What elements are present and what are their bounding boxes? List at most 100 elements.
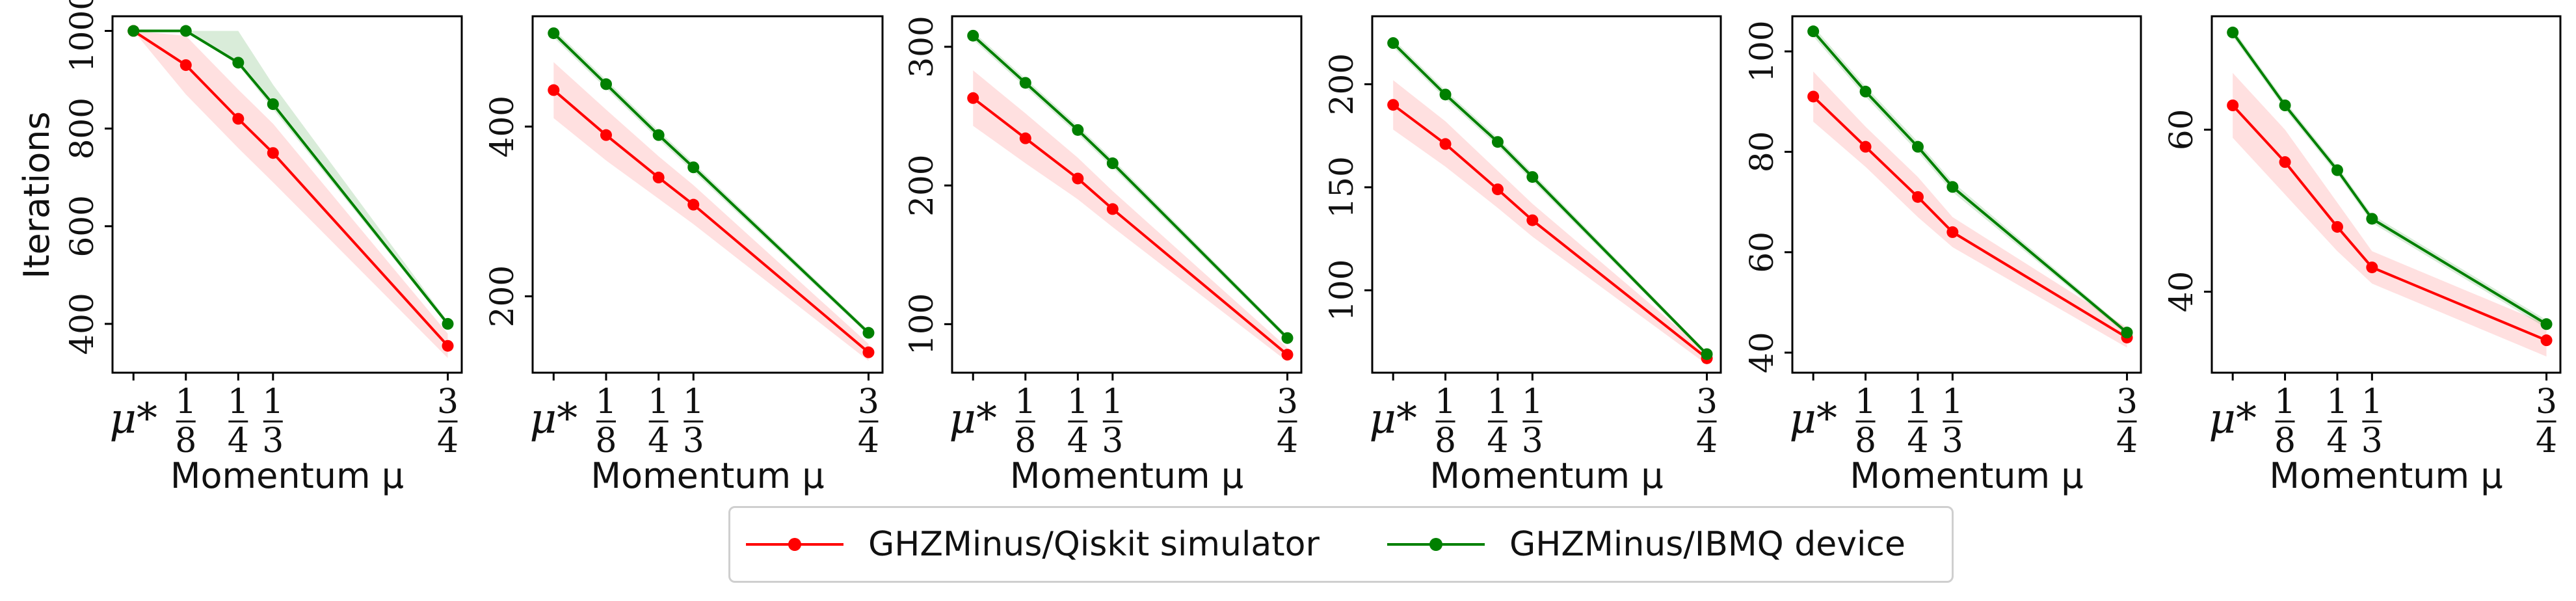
data-point xyxy=(862,327,875,339)
data-point xyxy=(2227,100,2239,111)
x-tick-label-numerator: 1 xyxy=(1942,382,1963,421)
x-tick-label-numerator: 3 xyxy=(2116,382,2138,421)
x-tick-label-numerator: 3 xyxy=(2536,382,2557,421)
data-point xyxy=(967,92,979,104)
confidence-band xyxy=(1813,26,2127,336)
x-tick-label-denominator: 8 xyxy=(595,421,617,461)
x-tick-label-numerator: 1 xyxy=(1102,382,1123,421)
y-tick-label: 300 xyxy=(903,16,940,77)
legend: GHZMinus/Qiskit simulator GHZMinus/IBMQ … xyxy=(728,506,1954,583)
data-point xyxy=(1072,172,1084,185)
x-tick-label: μ* xyxy=(2209,395,2257,443)
data-point xyxy=(1387,99,1400,111)
x-tick-label-denominator: 8 xyxy=(1015,421,1036,461)
x-tick-label-numerator: 3 xyxy=(858,382,879,421)
x-tick-label-numerator: 1 xyxy=(1487,382,1508,421)
x-axis-label: Momentum μ xyxy=(1850,455,2083,496)
data-point xyxy=(1807,90,1820,103)
data-point xyxy=(652,129,665,141)
x-tick-label-denominator: 8 xyxy=(2274,421,2296,461)
data-point xyxy=(127,25,140,37)
x-tick-label-numerator: 1 xyxy=(1522,382,1543,421)
data-point xyxy=(1946,181,1959,193)
data-point xyxy=(1281,349,1294,361)
y-tick-label: 200 xyxy=(903,154,940,216)
y-tick-label: 400 xyxy=(63,293,101,354)
y-tick-label: 1000 xyxy=(63,0,101,72)
x-tick-label-denominator: 3 xyxy=(1942,421,1963,461)
x-tick-label-numerator: 1 xyxy=(1435,382,1456,421)
plot-frame xyxy=(1371,15,1722,374)
x-tick-label-numerator: 3 xyxy=(1277,382,1298,421)
data-point xyxy=(862,346,875,358)
data-point xyxy=(232,113,245,125)
x-tick-label-denominator: 8 xyxy=(1435,421,1456,461)
data-point xyxy=(1106,203,1119,215)
x-tick-label-denominator: 4 xyxy=(648,421,669,461)
data-point xyxy=(179,59,192,72)
x-tick-label-denominator: 4 xyxy=(1067,421,1089,461)
x-tick-label: μ* xyxy=(109,395,157,443)
data-point xyxy=(1701,348,1713,360)
data-point xyxy=(2121,327,2133,339)
data-point xyxy=(1859,85,1872,98)
y-tick-label: 40 xyxy=(1743,332,1781,373)
data-point xyxy=(1911,140,1924,153)
confidence-band xyxy=(1813,71,2127,348)
data-point xyxy=(267,98,279,111)
x-tick-label: μ* xyxy=(949,395,997,443)
data-point xyxy=(1019,77,1031,89)
data-point xyxy=(967,29,979,42)
data-point xyxy=(1859,140,1872,153)
data-point xyxy=(1491,183,1504,196)
x-tick-label: μ* xyxy=(1369,395,1417,443)
series-line xyxy=(552,32,870,334)
data-point xyxy=(600,129,612,141)
confidence-band xyxy=(1393,38,1707,356)
y-tick-label: 80 xyxy=(1743,131,1781,173)
data-point xyxy=(2279,100,2291,111)
x-tick-label: μ* xyxy=(529,395,578,443)
y-tick-label: 100 xyxy=(1743,20,1781,82)
y-tick-label: 60 xyxy=(1743,232,1781,273)
data-point xyxy=(1019,132,1031,144)
data-point xyxy=(652,171,665,183)
x-tick-label-numerator: 3 xyxy=(1696,382,1718,421)
series-line xyxy=(1812,30,2128,334)
plot-frame xyxy=(1791,15,2142,374)
data-point xyxy=(548,84,560,96)
y-tick-label: 800 xyxy=(63,98,101,159)
data-point xyxy=(2279,156,2291,168)
x-tick-label-numerator: 1 xyxy=(2326,382,2348,421)
y-tick-label: 600 xyxy=(63,195,101,257)
y-tick-label: 400 xyxy=(483,96,521,157)
x-axis-label: Momentum μ xyxy=(2269,455,2503,496)
x-tick-label-denominator: 3 xyxy=(1522,421,1543,461)
y-axis-label: Iterations xyxy=(16,111,57,278)
data-point xyxy=(1281,332,1294,344)
legend-label: GHZMinus/Qiskit simulator xyxy=(868,525,1320,564)
x-tick-label-denominator: 3 xyxy=(1102,421,1123,461)
x-axis-label: Momentum μ xyxy=(1429,455,1663,496)
y-tick-label: 150 xyxy=(1323,156,1361,218)
x-tick-label-denominator: 4 xyxy=(858,421,879,461)
data-point xyxy=(1072,124,1084,136)
data-point xyxy=(2366,261,2378,274)
plot-frame xyxy=(951,15,1303,374)
data-point xyxy=(2366,213,2378,225)
x-tick-label-numerator: 1 xyxy=(1015,382,1036,421)
x-tick-label-numerator: 1 xyxy=(1907,382,1928,421)
x-axis-label: Momentum μ xyxy=(1010,455,1243,496)
data-point xyxy=(1911,191,1924,203)
data-point xyxy=(1526,214,1539,226)
x-tick-label-numerator: 1 xyxy=(683,382,704,421)
x-tick-label-numerator: 1 xyxy=(175,382,196,421)
x-axis-label: Momentum μ xyxy=(170,455,404,496)
x-tick-label: μ* xyxy=(1789,395,1837,443)
data-point xyxy=(687,161,700,174)
data-point xyxy=(600,78,612,90)
